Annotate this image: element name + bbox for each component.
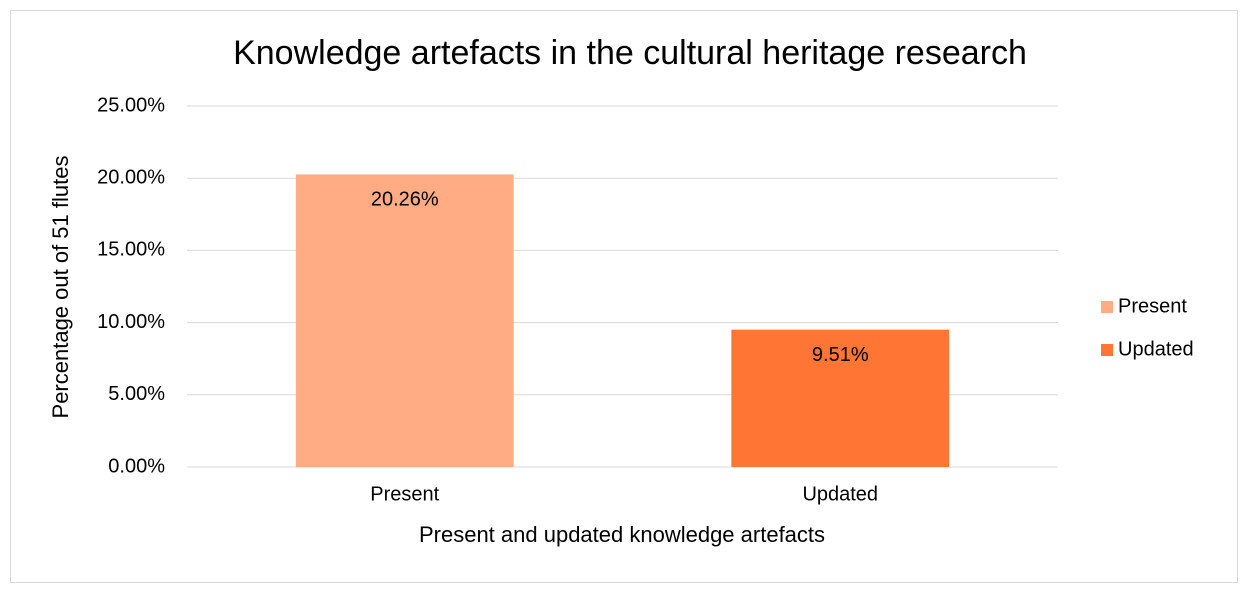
legend-swatch xyxy=(1101,344,1113,356)
data-label: 20.26% xyxy=(371,189,439,211)
chart-frame xyxy=(10,10,1238,583)
y-tick-label: 10.00% xyxy=(97,311,165,333)
x-tick-label: Present xyxy=(370,483,439,505)
y-tick-label: 25.00% xyxy=(97,94,165,116)
y-tick-label: 15.00% xyxy=(97,239,165,261)
y-axis-title: Percentage out of 51 flutes xyxy=(48,156,73,419)
chart-title: Knowledge artefacts in the cultural heri… xyxy=(233,34,1027,72)
y-tick-label: 0.00% xyxy=(108,455,165,477)
data-label: 9.51% xyxy=(812,344,869,366)
bar xyxy=(731,329,950,467)
y-tick-label: 5.00% xyxy=(108,383,165,405)
x-axis-title: Present and updated knowledge artefacts xyxy=(419,522,825,547)
legend-swatch xyxy=(1101,301,1113,313)
legend-label: Present xyxy=(1118,295,1187,317)
y-tick-label: 20.00% xyxy=(97,166,165,188)
x-tick-label: Updated xyxy=(802,483,878,505)
legend-label: Updated xyxy=(1118,338,1194,360)
bar xyxy=(295,174,514,467)
